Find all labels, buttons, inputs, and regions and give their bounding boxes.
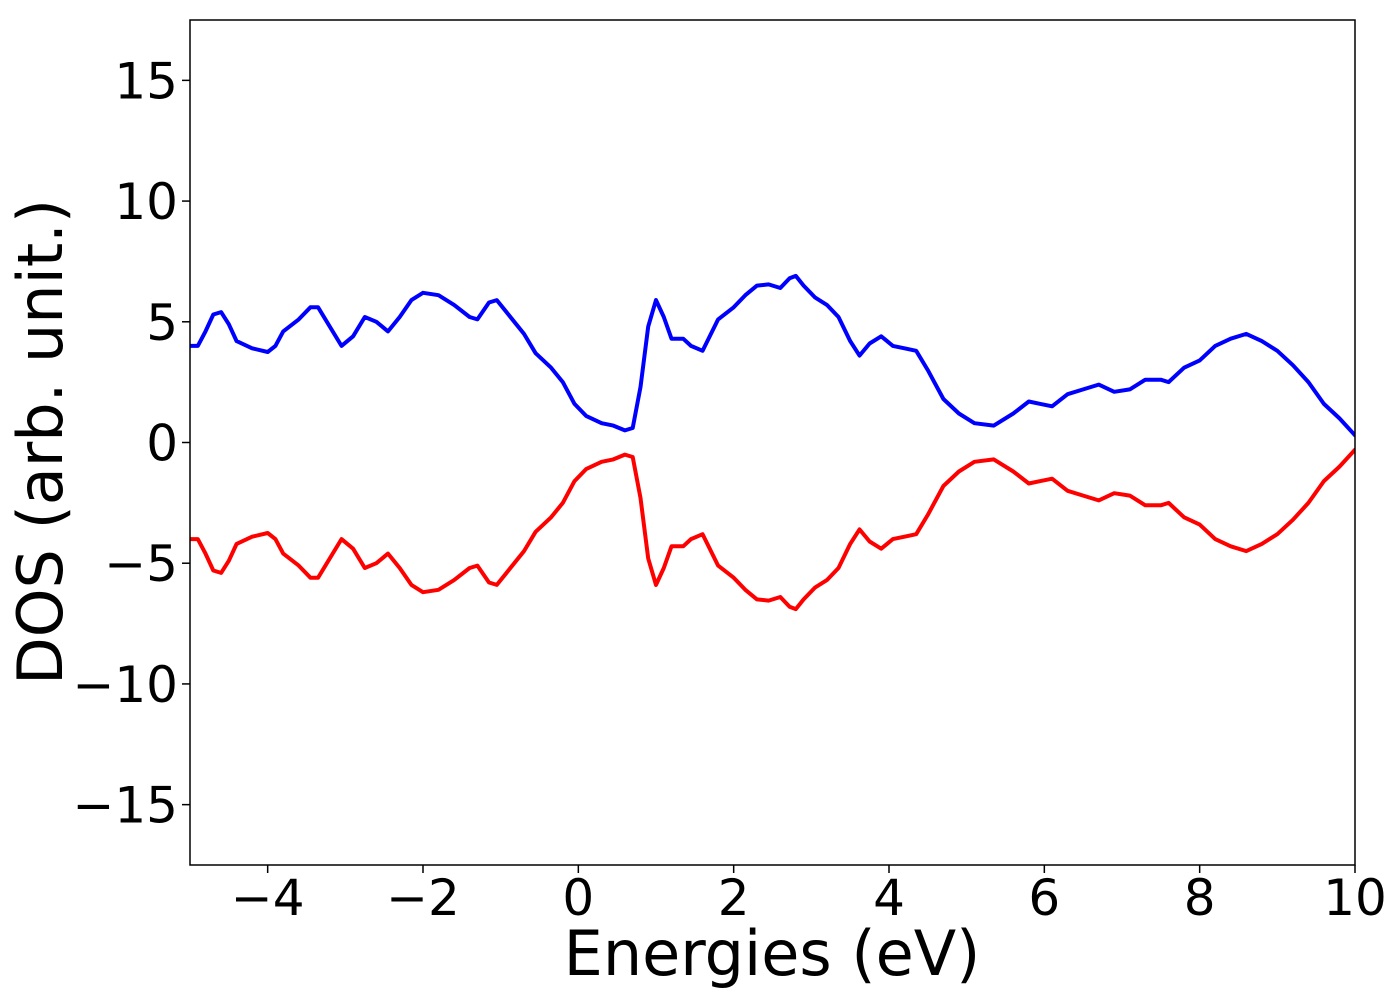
y-axis-title: DOS (arb. unit.)	[4, 199, 77, 685]
y-tick-label: 15	[114, 52, 178, 110]
x-tick-label: 2	[718, 869, 750, 927]
y-tick-label: 5	[146, 294, 178, 352]
x-axis: −4 −2 0 2 4 6 8 10	[231, 865, 1387, 927]
x-tick-label: 10	[1323, 869, 1387, 927]
series-line-2	[190, 447, 1355, 612]
x-tick-label: −2	[386, 869, 460, 927]
x-tick-label: −4	[231, 869, 305, 927]
series-layer	[190, 273, 1355, 612]
y-tick-label: 0	[146, 415, 178, 473]
y-axis: −15 −10 −5 0 5 10 15	[72, 52, 190, 835]
y-tick-label: 10	[114, 173, 178, 231]
x-tick-label: 8	[1184, 869, 1216, 927]
y-tick-label: −5	[104, 535, 178, 593]
x-axis-title: Energies (eV)	[564, 917, 981, 990]
x-tick-label: 0	[562, 869, 594, 927]
y-tick-label: −15	[72, 777, 178, 835]
series-line-1	[190, 273, 1355, 438]
x-tick-label: 4	[873, 869, 905, 927]
y-tick-label: −10	[72, 656, 178, 714]
x-tick-label: 6	[1028, 869, 1060, 927]
